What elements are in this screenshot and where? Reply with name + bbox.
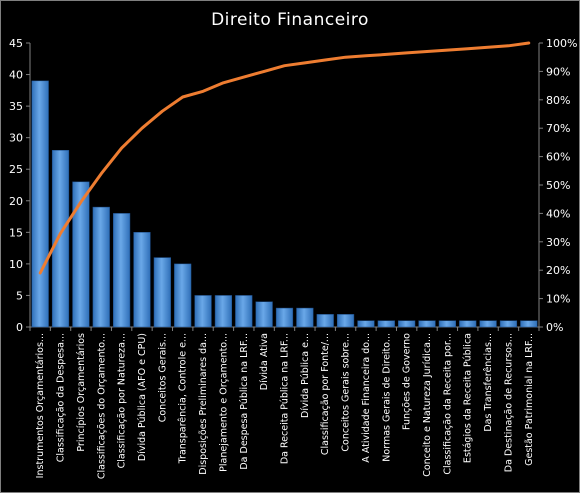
bar <box>153 257 171 328</box>
category-label: Conceitos Gerais... <box>157 333 168 422</box>
bar <box>316 314 334 328</box>
bar <box>459 320 477 328</box>
bar <box>92 206 110 328</box>
bar <box>255 301 273 328</box>
category-label: Classificação da Receita por... <box>442 333 453 475</box>
y-tick-label: 0 <box>16 321 23 334</box>
category-label: Conceito e Natureza Jurídica... <box>422 333 433 477</box>
y2-tick-label: 100% <box>546 37 577 50</box>
category-label: Conceitos Gerais sobre... <box>341 333 352 452</box>
category-labels: Instrumentos Orçamentários... Classificaç… <box>35 333 535 479</box>
bar <box>499 320 518 328</box>
category-label: A Atividade Financeira do... <box>361 333 372 463</box>
y2-tick-label: 90% <box>546 65 570 78</box>
y2-tick-label: 50% <box>546 179 570 192</box>
category-label: Gestão Patrimonial na LRF... <box>524 333 535 466</box>
y-tick-label: 10 <box>9 258 23 271</box>
y2-tick-label: 20% <box>546 264 570 277</box>
category-label: Da Receita Pública na LRF... <box>280 333 291 464</box>
y-tick-label: 25 <box>9 163 23 176</box>
y2-tick-label: 40% <box>546 207 570 220</box>
bar <box>113 213 131 328</box>
bar <box>398 320 416 328</box>
bar <box>377 320 395 328</box>
category-label: Dívida Pública e... <box>300 333 311 418</box>
tick-labels: 0 5 10 15 20 25 30 35 40 45 0% 10% 20% 30% 40% 50% 60% 70… <box>9 37 577 334</box>
category-label: Disposições Preliminares da... <box>198 333 209 475</box>
bars <box>31 80 538 328</box>
bar <box>479 320 497 328</box>
category-label: Da Despesa Pública na LRF... <box>239 333 250 470</box>
chart-title: Direito Financeiro <box>211 10 369 30</box>
category-label: Classificações do Orçamento... <box>96 333 107 479</box>
bar <box>214 295 233 328</box>
bar <box>336 314 355 328</box>
y-tick-label: 35 <box>9 100 23 113</box>
bar <box>133 232 151 328</box>
category-label: Planejamento e Orçamento... <box>218 333 229 472</box>
category-label: Transparência, Controle e... <box>178 333 189 464</box>
category-label: Princípios Orçamentários <box>76 333 87 452</box>
category-label: Classificação da Despesa... <box>56 333 67 462</box>
y2-tick-label: 80% <box>546 94 570 107</box>
category-label: Das Transferências... <box>483 333 494 432</box>
category-label: Classificação por Natureza... <box>117 333 128 468</box>
bar <box>520 320 538 328</box>
bar <box>51 150 70 328</box>
cumulative-line <box>38 41 531 275</box>
bar <box>174 263 192 328</box>
y2-tick-label: 10% <box>546 293 570 306</box>
category-label: Estágios da Receita Pública <box>463 333 474 463</box>
bar <box>72 181 90 328</box>
y2-tick-label: 70% <box>546 122 570 135</box>
bar <box>31 80 49 328</box>
bar <box>275 307 294 328</box>
bar <box>418 320 436 328</box>
category-label: Normas Gerais de Direito... <box>381 333 392 462</box>
category-label: Instrumentos Orçamentários... <box>35 333 46 478</box>
y2-tick-label: 30% <box>546 236 570 249</box>
category-label: Dívida Pública (AFO e CPU) <box>137 333 148 461</box>
y-tick-label: 20 <box>9 195 23 208</box>
y-tick-label: 40 <box>9 69 23 82</box>
y-tick-label: 30 <box>9 132 23 145</box>
bar <box>438 320 456 328</box>
bar <box>194 295 212 328</box>
y2-tick-label: 60% <box>546 151 570 164</box>
category-label: Classificação por Fonte/... <box>320 333 331 455</box>
y-tick-label: 15 <box>9 226 23 239</box>
bar <box>235 295 253 328</box>
bar <box>357 320 375 328</box>
bar <box>296 307 314 328</box>
category-label: Funções de Governo <box>402 333 413 430</box>
category-label: Da Destinação de Recursos... <box>504 333 515 472</box>
y-tick-label: 45 <box>9 37 23 50</box>
y2-tick-label: 0% <box>546 321 563 334</box>
category-label: Dívida Ativa <box>259 333 270 390</box>
y-tick-label: 5 <box>16 289 23 302</box>
